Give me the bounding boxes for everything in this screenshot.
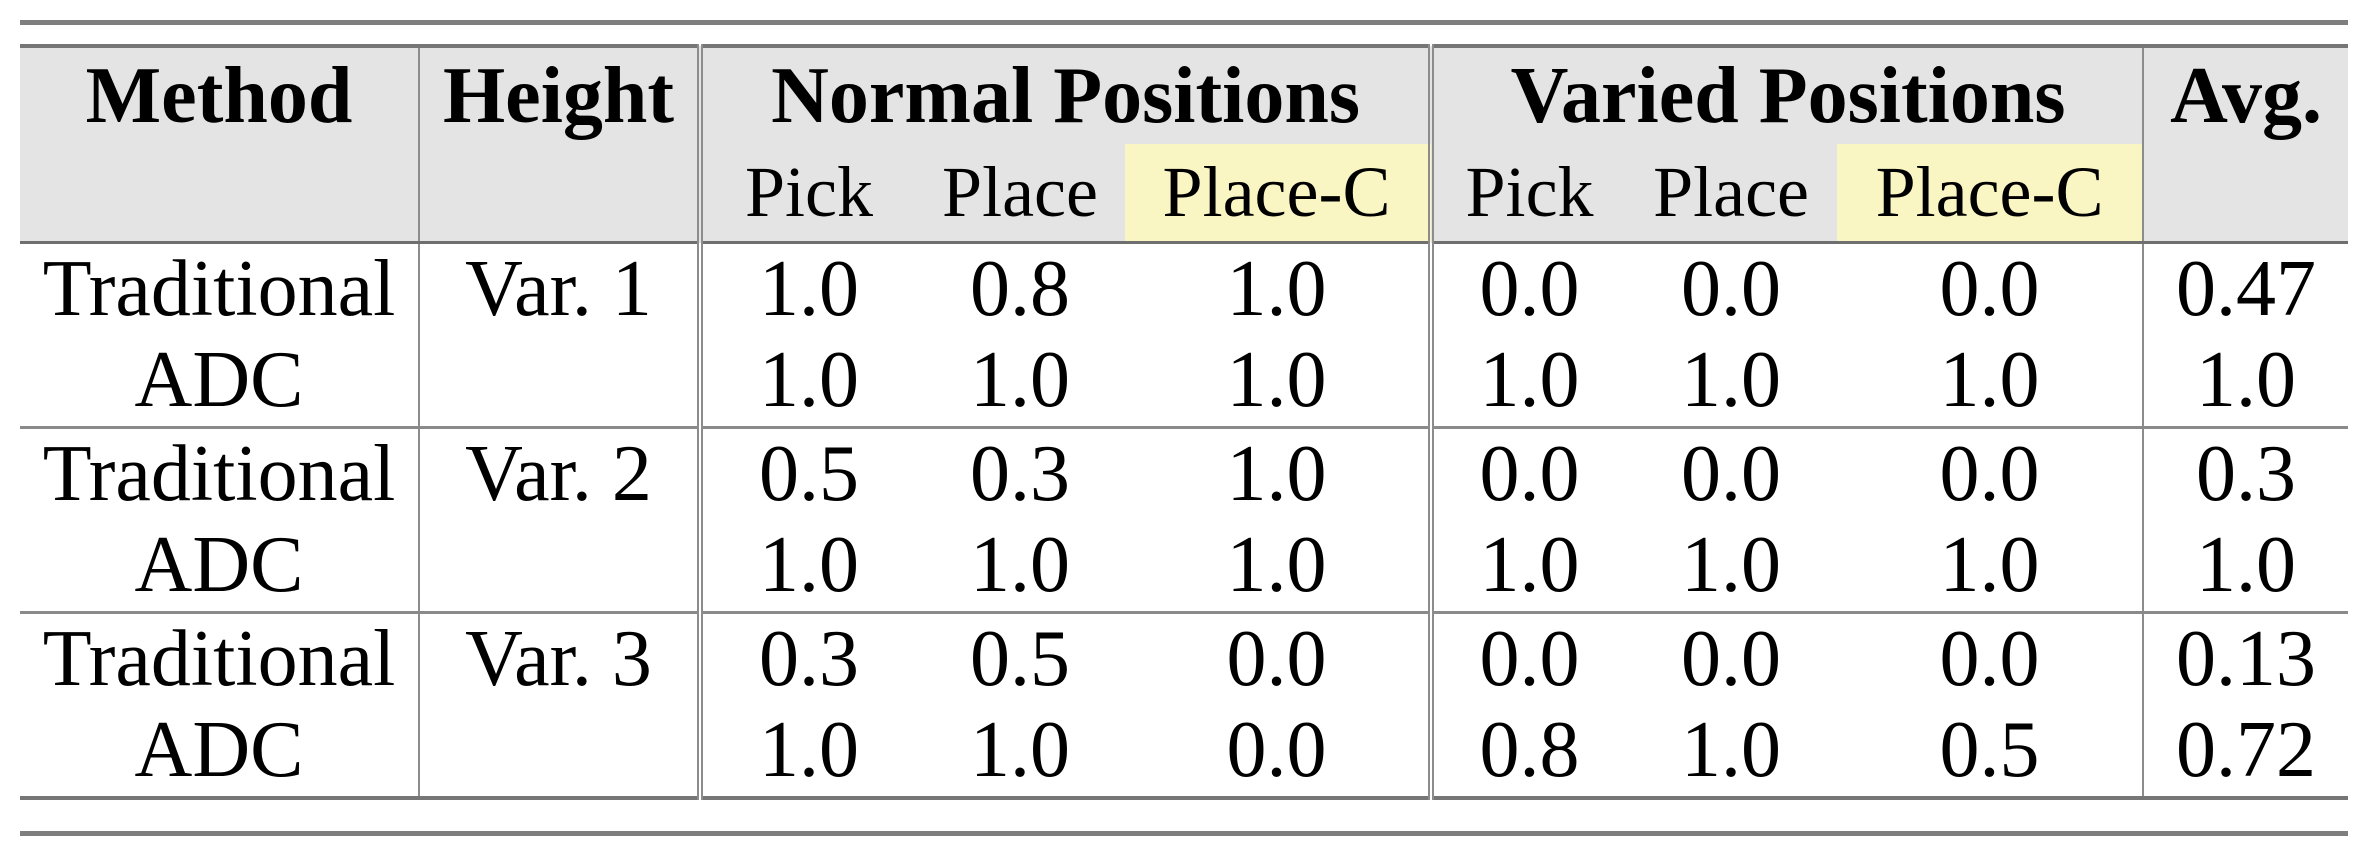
value-cell: 0.0 (1428, 612, 1626, 705)
value-cell: 1.0 (1428, 520, 1626, 614)
method-cell: ADC (20, 335, 419, 429)
table-row-var1-adc: ADC 1.0 1.0 1.0 1.0 1.0 1.0 1.0 (20, 335, 2349, 429)
avg-cell: 1.0 (2142, 520, 2349, 614)
results-table: Method Height Normal Positions Varied Po… (20, 44, 2349, 800)
subheader-varied-place-c-highlighted: Place-C (1837, 144, 2144, 244)
avg-cell: 0.47 (2142, 242, 2349, 335)
value-cell: 0.0 (1125, 705, 1432, 798)
value-cell: 0.0 (1428, 427, 1626, 520)
column-group-normal-positions: Normal Positions (696, 46, 1432, 144)
value-cell: 1.0 (697, 705, 915, 798)
value-cell: 0.0 (1625, 242, 1838, 335)
height-cell-empty (418, 705, 700, 798)
table-row-var3-adc: ADC 1.0 1.0 0.0 0.8 1.0 0.5 0.72 (20, 705, 2349, 798)
value-cell: 0.5 (697, 427, 915, 520)
value-cell: 1.0 (1837, 520, 2144, 614)
value-cell: 1.0 (697, 242, 915, 335)
method-cell: ADC (20, 520, 419, 614)
height-cell: Var. 3 (418, 612, 700, 705)
subheader-varied-pick: Pick (1428, 144, 1626, 244)
value-cell: 1.0 (1837, 335, 2144, 429)
avg-cell: 0.72 (2142, 705, 2349, 798)
value-cell: 1.0 (1625, 335, 1838, 429)
method-cell: Traditional (20, 612, 419, 705)
top-rule (20, 20, 2348, 25)
avg-cell: 0.13 (2142, 612, 2349, 705)
table-row-var2-traditional: Traditional Var. 2 0.5 0.3 1.0 0.0 0.0 0… (20, 427, 2349, 520)
value-cell: 1.0 (1625, 705, 1838, 798)
height-cell-empty (418, 520, 700, 614)
column-group-varied-positions: Varied Positions (1428, 46, 2144, 144)
value-cell: 0.3 (697, 612, 915, 705)
subheader-normal-place: Place (915, 144, 1125, 244)
header-row-subcolumns: Pick Place Place-C Pick Place Place-C (20, 144, 2348, 244)
value-cell: 0.0 (1837, 612, 2144, 705)
value-cell: 1.0 (1125, 242, 1432, 335)
value-cell: 0.8 (915, 242, 1125, 335)
method-cell: ADC (20, 705, 419, 798)
value-cell: 1.0 (1125, 520, 1432, 614)
height-cell-empty (418, 335, 700, 429)
table-row-var2-adc: ADC 1.0 1.0 1.0 1.0 1.0 1.0 1.0 (20, 520, 2349, 614)
value-cell: 1.0 (1125, 335, 1432, 429)
subheader-normal-place-c-highlighted: Place-C (1125, 144, 1432, 244)
avg-cell: 1.0 (2142, 335, 2349, 429)
height-cell: Var. 2 (418, 427, 700, 520)
value-cell: 0.8 (1428, 705, 1626, 798)
avg-cell: 0.3 (2142, 427, 2349, 520)
height-cell: Var. 1 (418, 242, 700, 335)
value-cell: 0.0 (1428, 242, 1626, 335)
table-row-var3-traditional: Traditional Var. 3 0.3 0.5 0.0 0.0 0.0 0… (20, 612, 2349, 705)
column-header-height: Height (418, 46, 700, 244)
value-cell: 0.3 (915, 427, 1125, 520)
value-cell: 0.0 (1625, 427, 1838, 520)
value-cell: 1.0 (915, 335, 1125, 429)
value-cell: 0.0 (1837, 242, 2144, 335)
header-row-groups: Method Height Normal Positions Varied Po… (20, 46, 2349, 244)
value-cell: 0.5 (1837, 705, 2144, 798)
column-header-avg: Avg. (2142, 46, 2349, 244)
value-cell: 0.0 (1125, 612, 1432, 705)
column-header-method: Method (20, 46, 419, 244)
method-cell: Traditional (20, 427, 419, 520)
method-cell: Traditional (20, 242, 419, 335)
value-cell: 0.0 (1625, 612, 1838, 705)
value-cell: 1.0 (1428, 335, 1626, 429)
value-cell: 1.0 (1125, 427, 1432, 520)
value-cell: 1.0 (697, 335, 915, 429)
table-row-var1-traditional: Traditional Var. 1 1.0 0.8 1.0 0.0 0.0 0… (20, 242, 2349, 335)
value-cell: 1.0 (1625, 520, 1838, 614)
subheader-varied-place: Place (1625, 144, 1838, 244)
subheader-normal-pick: Pick (697, 144, 915, 244)
value-cell: 1.0 (915, 520, 1125, 614)
value-cell: 0.5 (915, 612, 1125, 705)
bottom-rule (20, 831, 2348, 836)
value-cell: 0.0 (1837, 427, 2144, 520)
value-cell: 1.0 (697, 520, 915, 614)
value-cell: 1.0 (915, 705, 1125, 798)
